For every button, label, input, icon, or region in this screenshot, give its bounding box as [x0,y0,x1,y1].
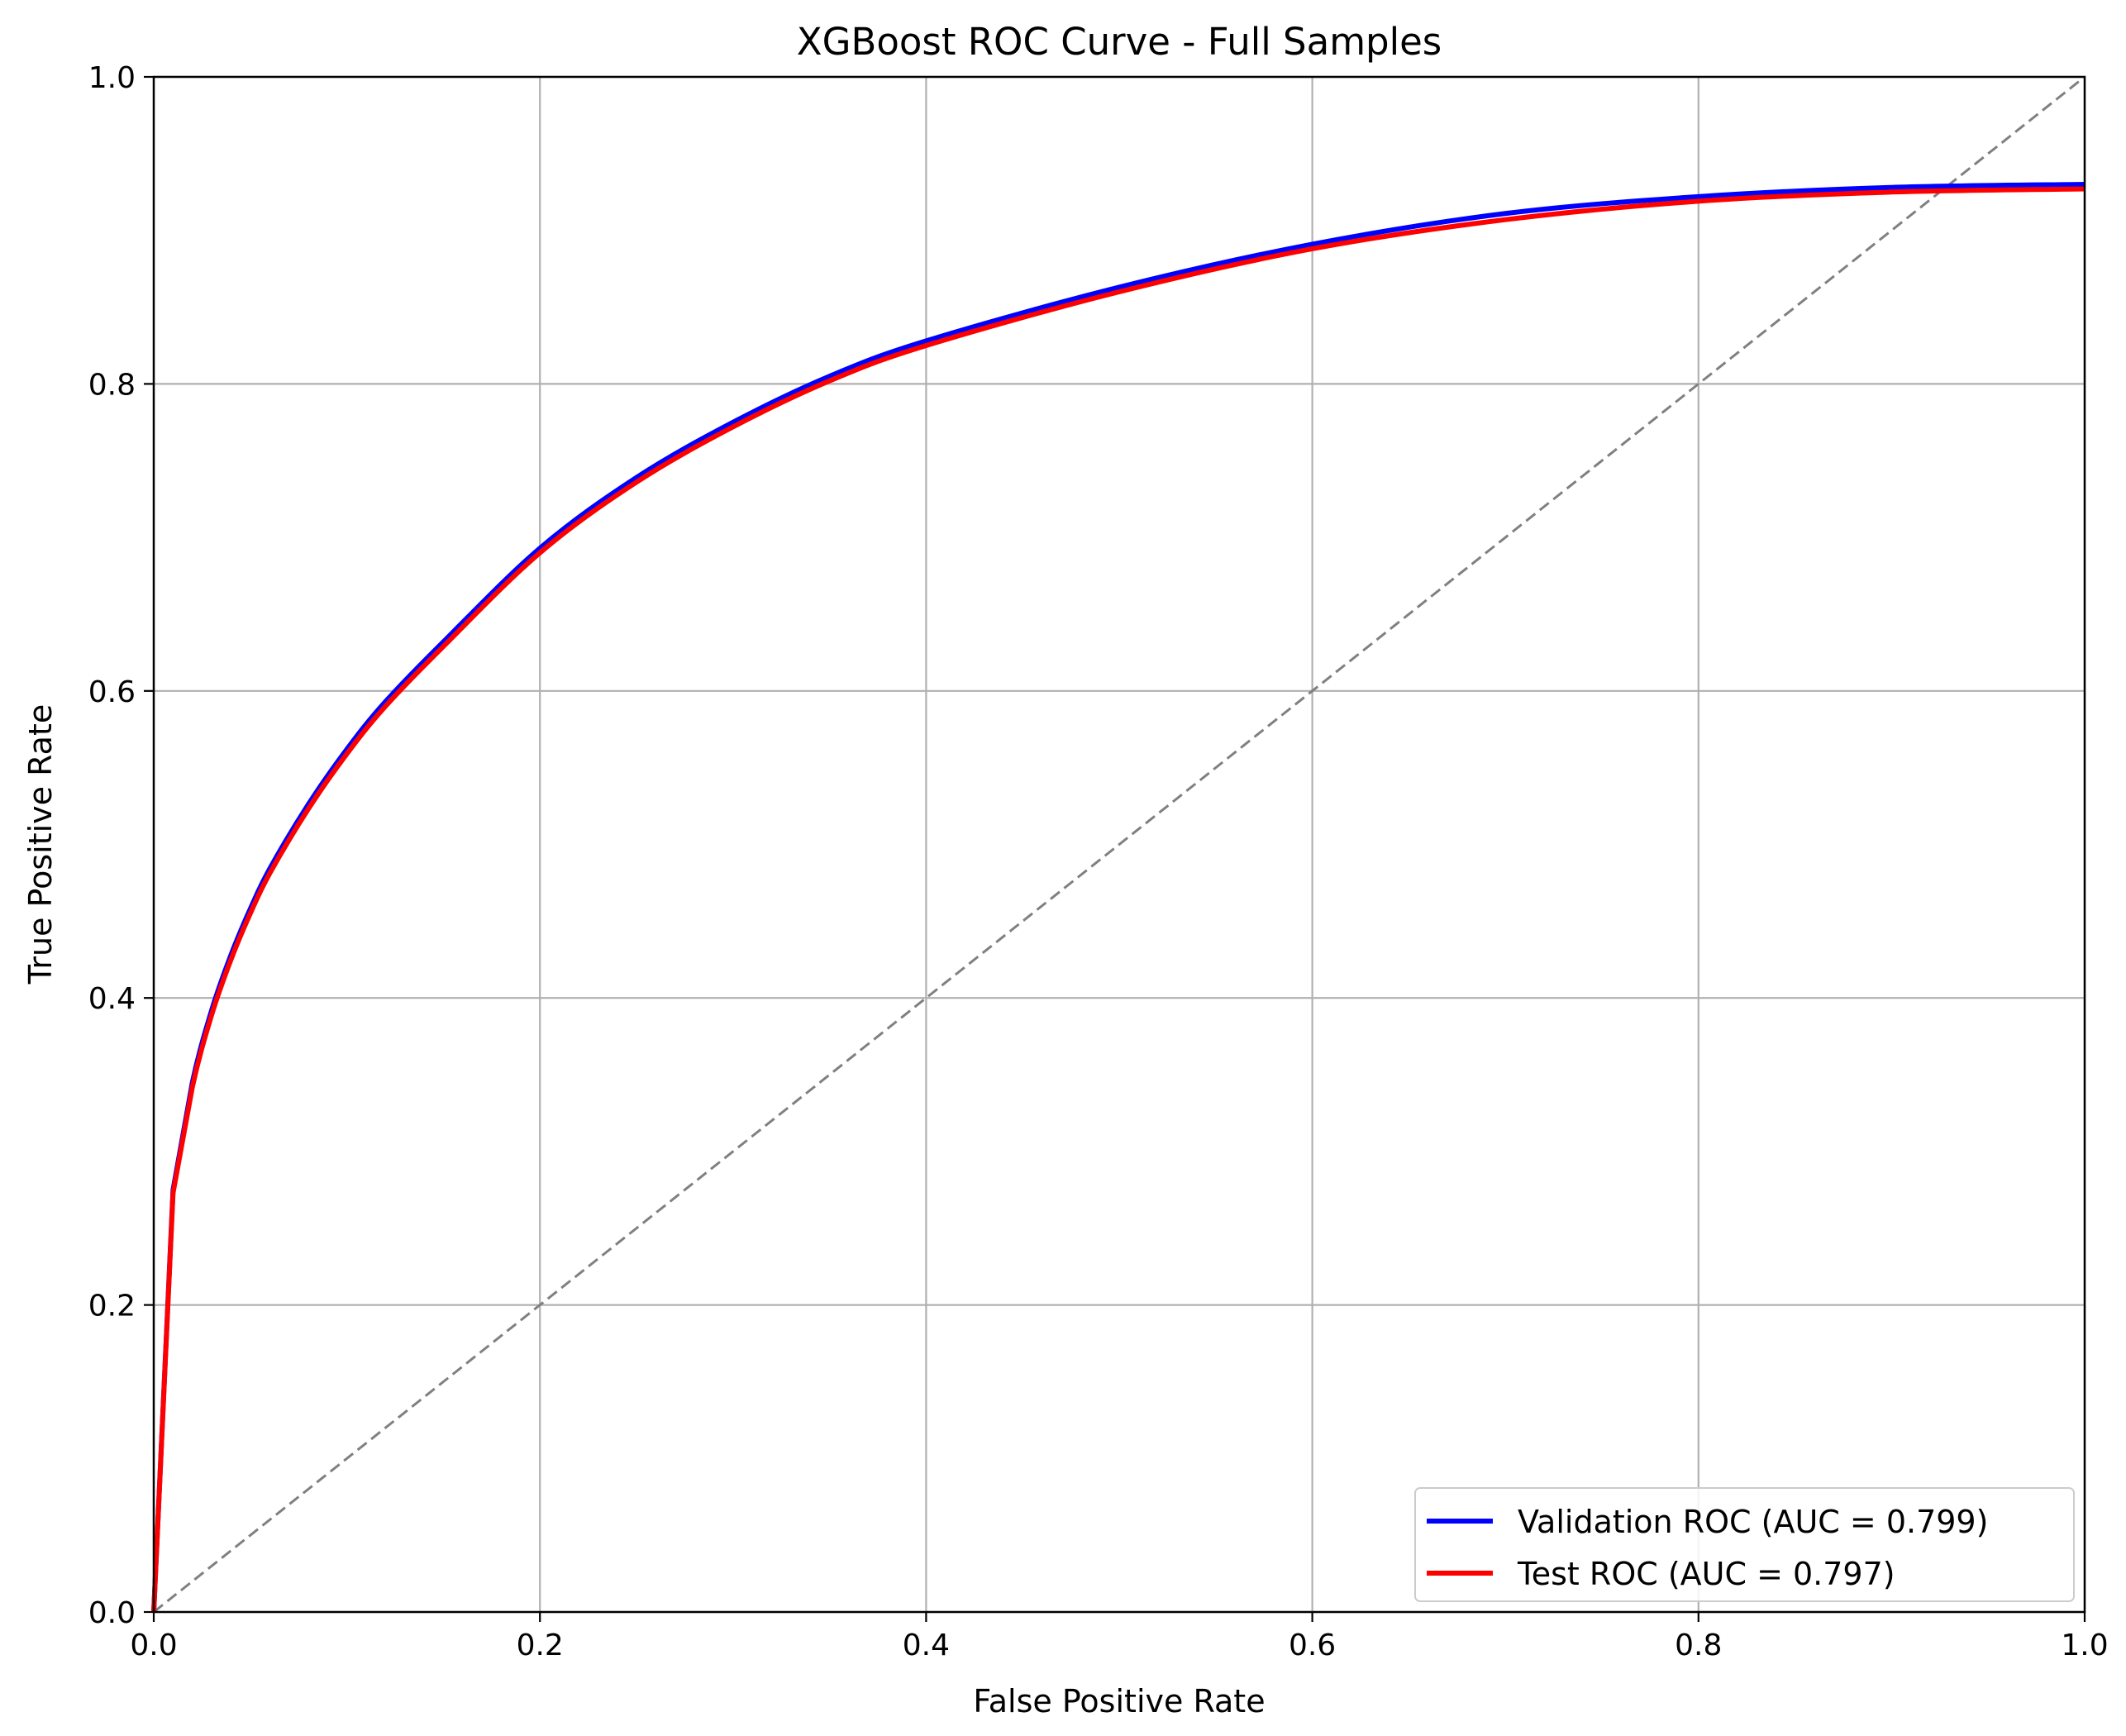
x-tick-label: 0.8 [1675,1629,1722,1662]
legend: Validation ROC (AUC = 0.799) Test ROC (AU… [1414,1487,2075,1602]
y-tick-label: 0.6 [88,675,136,709]
legend-box [1414,1487,2075,1602]
chance-diagonal-line [153,75,2085,1614]
y-tick-label: 0.0 [88,1596,136,1630]
x-tick-label: 0.2 [517,1629,564,1662]
y-tick-label: 0.4 [88,982,136,1016]
reference-diagonal [153,75,2085,1614]
x-tick-label: 1.0 [2061,1629,2108,1662]
y-axis-label: True Positive Rate [22,704,59,985]
x-axis-label: False Positive Rate [973,1683,1265,1719]
y-tick-label: 0.2 [88,1290,136,1323]
series-line-1 [151,186,2085,1613]
chart-title: XGBoost ROC Curve - Full Samples [797,20,1442,64]
x-tick-label: 0.6 [1289,1629,1336,1662]
y-tick-label: 0.8 [88,368,136,402]
x-tick-label: 0.4 [903,1629,950,1662]
legend-label: Test ROC (AUC = 0.797) [1517,1556,1895,1592]
axis-ticks: 0.0 0.2 0.4 0.6 0.8 1.0 0.0 0.2 0.4 0.6 0.8 1.0 [88,61,2109,1662]
series-lines [151,181,2085,1613]
legend-label: Validation ROC (AUC = 0.799) [1518,1504,1988,1540]
y-tick-label: 1.0 [88,61,136,95]
x-tick-label: 0.0 [130,1629,177,1662]
plot-frame [152,75,2086,1614]
